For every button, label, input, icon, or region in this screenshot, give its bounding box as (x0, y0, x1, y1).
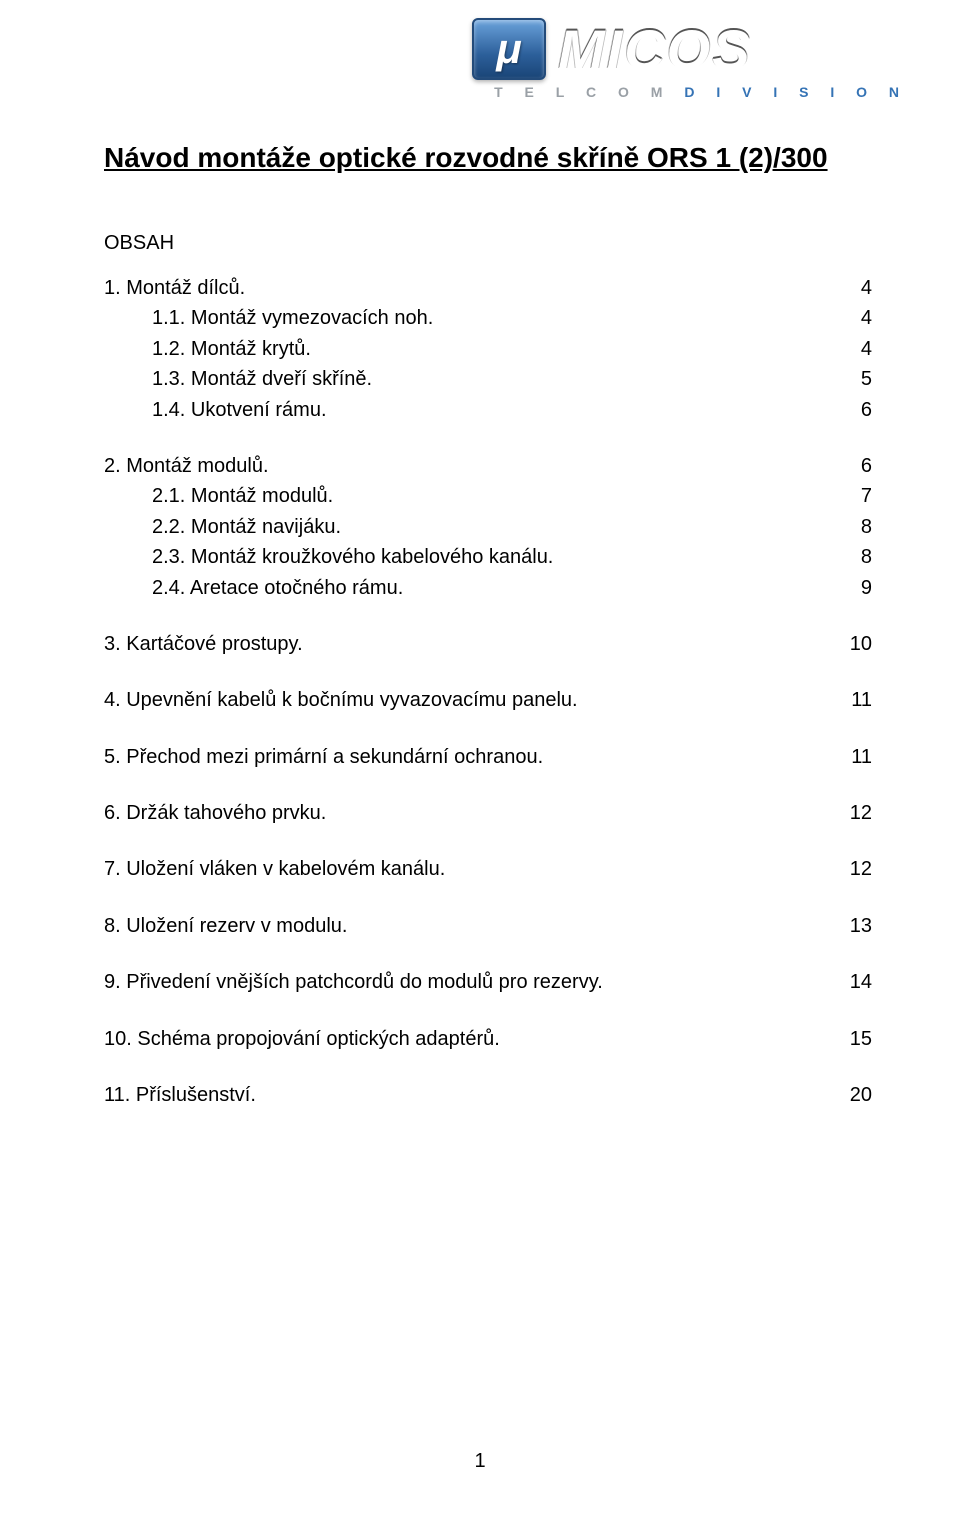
toc-gap (104, 425, 872, 451)
toc-page: 11 (832, 742, 872, 772)
toc-gap (104, 716, 872, 742)
toc-label: 6. Držák tahového prvku. (104, 798, 326, 828)
toc-page: 10 (832, 629, 872, 659)
toc-label: 9. Přivedení vnějších patchcordů do modu… (104, 967, 603, 997)
logo-subline-pre: T E L C O M (494, 84, 684, 100)
toc-page: 4 (832, 303, 872, 333)
toc-page: 5 (832, 364, 872, 394)
logo-mu-glyph: μ (496, 28, 521, 70)
toc-row: 6. Držák tahového prvku. 12 (104, 798, 872, 828)
toc-label: 8. Uložení rezerv v modulu. (104, 911, 347, 941)
toc-row: 9. Přivedení vnějších patchcordů do modu… (104, 967, 872, 997)
toc-gap (104, 772, 872, 798)
toc-label: 2.2. Montáž navijáku. (152, 512, 341, 542)
toc-label: 4. Upevnění kabelů k bočnímu vyvazovacím… (104, 685, 578, 715)
toc-page: 13 (832, 911, 872, 941)
logo-badge-icon: μ (472, 18, 546, 80)
toc-gap (104, 828, 872, 854)
toc-label: 1. Montáž dílců. (104, 273, 245, 303)
toc-label: 2.3. Montáž kroužkového kabelového kanál… (152, 542, 553, 572)
toc-gap (104, 603, 872, 629)
toc-page: 6 (832, 451, 872, 481)
logo: μ MICOS T E L C O M D I V I S I O N (472, 18, 912, 104)
logo-row: μ MICOS (472, 18, 912, 80)
toc-row: 10. Schéma propojování optických adaptér… (104, 1024, 872, 1054)
toc-row: 1.1. Montáž vymezovacích noh. 4 (104, 303, 872, 333)
toc-page: 12 (832, 798, 872, 828)
toc-row: 7. Uložení vláken v kabelovém kanálu. 12 (104, 854, 872, 884)
page: μ MICOS T E L C O M D I V I S I O N Návo… (0, 0, 960, 1533)
toc-page: 14 (832, 967, 872, 997)
toc-label: 5. Přechod mezi primární a sekundární oc… (104, 742, 543, 772)
toc-page: 12 (832, 854, 872, 884)
toc-label: 2. Montáž modulů. (104, 451, 269, 481)
toc-page: 20 (832, 1080, 872, 1110)
document-title: Návod montáže optické rozvodné skříně OR… (104, 142, 872, 174)
toc-row: 2.2. Montáž navijáku. 8 (104, 512, 872, 542)
toc-row: 11. Příslušenství. 20 (104, 1080, 872, 1110)
toc-page: 15 (832, 1024, 872, 1054)
contents-heading: OBSAH (104, 232, 872, 255)
toc-label: 10. Schéma propojování optických adaptér… (104, 1024, 500, 1054)
toc-row: 3. Kartáčové prostupy. 10 (104, 629, 872, 659)
toc-label: 1.3. Montáž dveří skříně. (152, 364, 372, 394)
toc-page: 6 (832, 395, 872, 425)
toc-label: 7. Uložení vláken v kabelovém kanálu. (104, 854, 445, 884)
logo-word: MICOS (558, 21, 752, 77)
toc-page: 4 (832, 334, 872, 364)
toc-label: 3. Kartáčové prostupy. (104, 629, 303, 659)
toc-page: 9 (832, 573, 872, 603)
toc-label: 1.4. Ukotvení rámu. (152, 395, 327, 425)
toc-row: 1.3. Montáž dveří skříně. 5 (104, 364, 872, 394)
toc-gap (104, 659, 872, 685)
toc-page: 11 (832, 685, 872, 715)
page-number: 1 (0, 1450, 960, 1473)
toc-label: 1.2. Montáž krytů. (152, 334, 311, 364)
toc-row: 8. Uložení rezerv v modulu. 13 (104, 911, 872, 941)
toc-page: 8 (832, 542, 872, 572)
toc-row: 5. Přechod mezi primární a sekundární oc… (104, 742, 872, 772)
toc-row: 4. Upevnění kabelů k bočnímu vyvazovacím… (104, 685, 872, 715)
toc-row: 2. Montáž modulů. 6 (104, 451, 872, 481)
toc-page: 7 (832, 481, 872, 511)
toc-page: 8 (832, 512, 872, 542)
toc-row: 1.4. Ukotvení rámu. 6 (104, 395, 872, 425)
toc-gap (104, 1054, 872, 1080)
toc-row: 1.2. Montáž krytů. 4 (104, 334, 872, 364)
toc-label: 1.1. Montáž vymezovacích noh. (152, 303, 433, 333)
toc-label: 11. Příslušenství. (104, 1080, 256, 1110)
table-of-contents: 1. Montáž dílců.41.1. Montáž vymezovacíc… (104, 273, 872, 1110)
logo-subline: T E L C O M D I V I S I O N (472, 84, 912, 100)
toc-gap (104, 941, 872, 967)
toc-row: 1. Montáž dílců. 4 (104, 273, 872, 303)
toc-label: 2.1. Montáž modulů. (152, 481, 333, 511)
toc-gap (104, 998, 872, 1024)
toc-label: 2.4. Aretace otočného rámu. (152, 573, 403, 603)
logo-subline-blue: D I V I S I O N (684, 84, 908, 100)
toc-row: 2.3. Montáž kroužkového kabelového kanál… (104, 542, 872, 572)
toc-page: 4 (832, 273, 872, 303)
toc-row: 2.1. Montáž modulů. 7 (104, 481, 872, 511)
toc-row: 2.4. Aretace otočného rámu. 9 (104, 573, 872, 603)
toc-gap (104, 885, 872, 911)
